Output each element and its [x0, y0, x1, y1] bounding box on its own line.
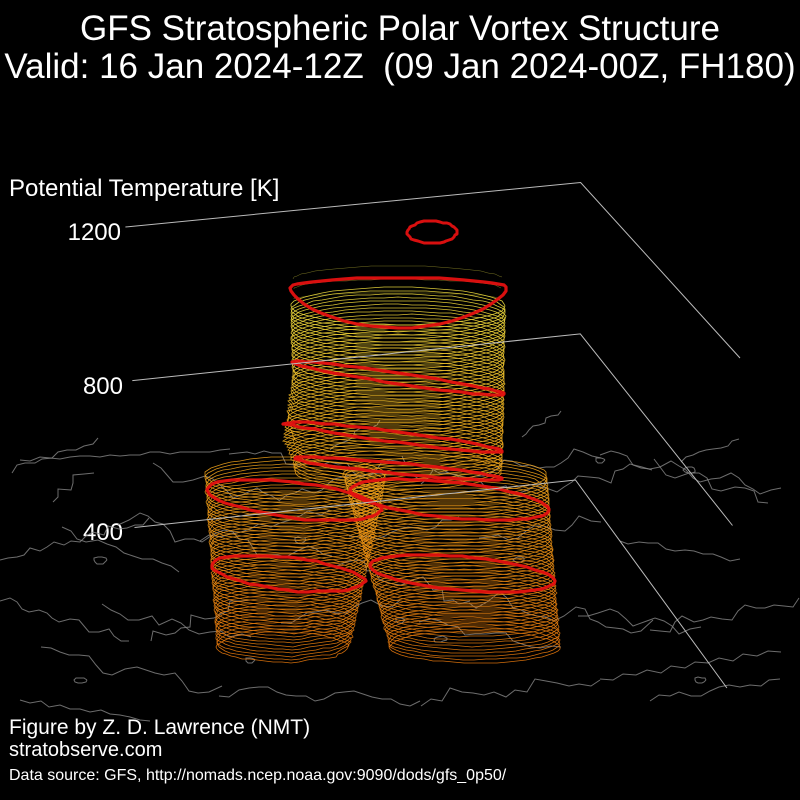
svg-text:stratobserve.com: stratobserve.com: [9, 739, 162, 761]
svg-text:1200: 1200: [68, 219, 121, 246]
svg-text:Figure by Z. D. Lawrence (NMT): Figure by Z. D. Lawrence (NMT): [9, 716, 310, 739]
svg-text:800: 800: [83, 373, 123, 400]
svg-text:Potential Temperature [K]: Potential Temperature [K]: [9, 175, 279, 202]
svg-text:Data source: GFS, http://nomad: Data source: GFS, http://nomads.ncep.noa…: [9, 767, 507, 784]
svg-text:GFS Stratospheric Polar Vortex: GFS Stratospheric Polar Vortex Structure: [80, 9, 720, 48]
svg-text:Valid: 16 Jan 2024-12Z (09 Ja: Valid: 16 Jan 2024-12Z (09 Jan 2024-00Z,…: [4, 47, 795, 86]
